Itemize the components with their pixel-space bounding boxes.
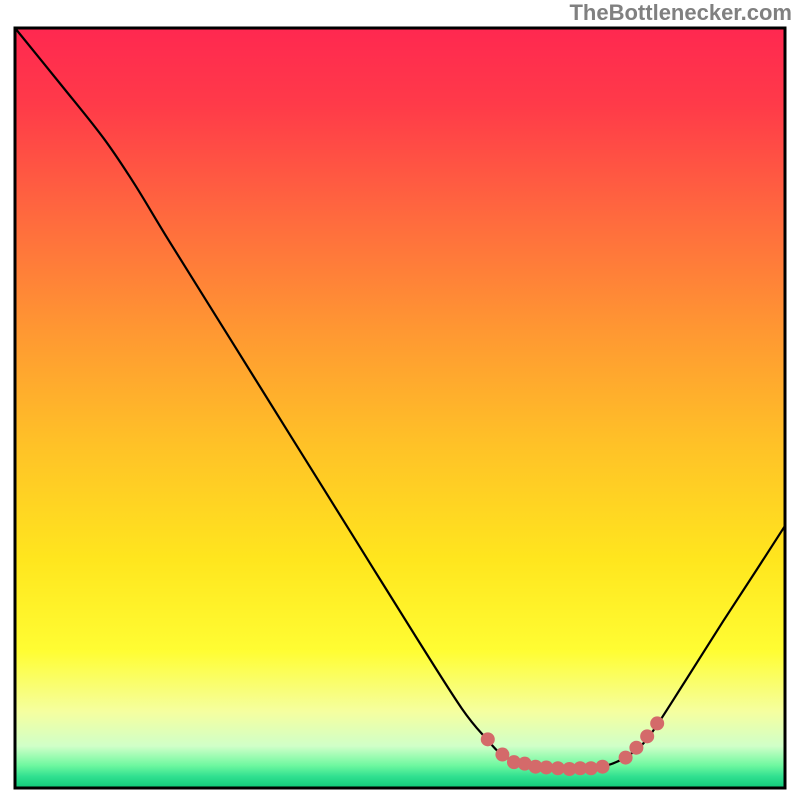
- marker-dot: [640, 729, 654, 743]
- marker-dot: [629, 741, 643, 755]
- plot-background: [15, 28, 785, 788]
- marker-dot: [495, 748, 509, 762]
- bottleneck-chart: TheBottlenecker.com: [0, 0, 800, 800]
- marker-dot: [596, 760, 610, 774]
- marker-dot: [650, 716, 664, 730]
- marker-dot: [481, 732, 495, 746]
- chart-canvas: [0, 0, 800, 800]
- marker-dot: [619, 751, 633, 765]
- watermark-label: TheBottlenecker.com: [569, 0, 792, 26]
